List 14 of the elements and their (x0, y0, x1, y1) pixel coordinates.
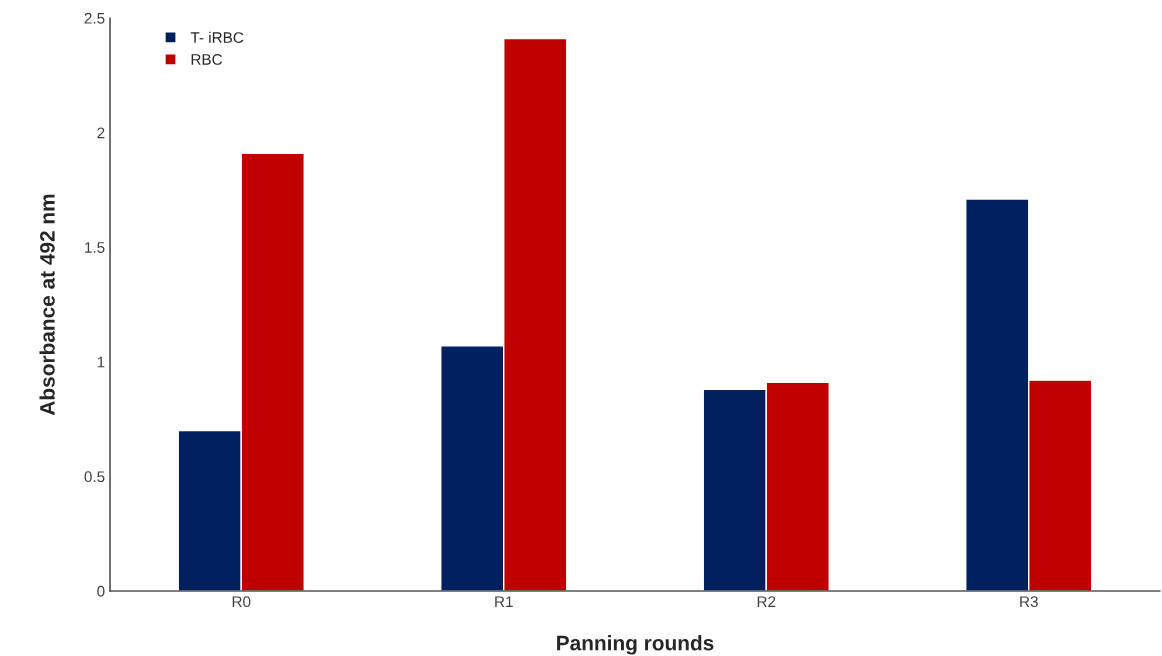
x-tick-label: R3 (1020, 596, 1038, 608)
x-axis-title: Panning rounds (557, 635, 714, 655)
y-axis-title: Absorbance at 492 nm (39, 194, 55, 416)
x-tick-label: R2 (757, 596, 776, 607)
x-tick-label: R0 (232, 596, 251, 608)
y-tick-label: 0.5 (84, 471, 105, 483)
y-tick-label: 1 (97, 356, 105, 368)
y-tick-label: 2 (97, 127, 105, 139)
x-tick-label: R1 (495, 596, 513, 607)
y-tick-label: 0 (97, 585, 105, 597)
legend-label: RBC (191, 54, 223, 65)
legend-label: T- iRBC (190, 31, 244, 43)
y-tick-label: 2.5 (84, 12, 105, 24)
y-tick-label: 1.5 (85, 242, 105, 253)
